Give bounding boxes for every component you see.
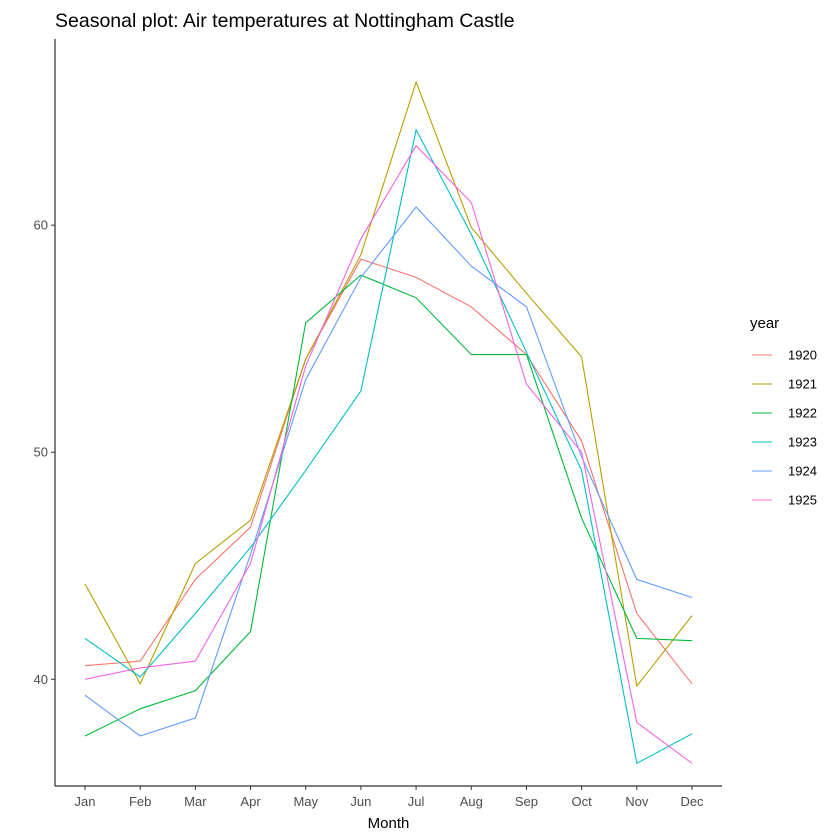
legend-items: 1920 1921 1922 1923 1924 1925 bbox=[752, 348, 817, 508]
x-tick-label: Oct bbox=[572, 794, 593, 809]
y-tick-label: 60 bbox=[34, 218, 48, 233]
y-tick-label: 40 bbox=[34, 672, 48, 687]
legend-label: 1922 bbox=[788, 406, 817, 421]
legend-item: 1924 bbox=[752, 464, 817, 479]
legend-label: 1920 bbox=[788, 348, 817, 363]
series-line-1921 bbox=[84, 80, 693, 688]
x-tick-label: Sep bbox=[515, 794, 538, 809]
x-tick-label: Jun bbox=[350, 794, 371, 809]
plot-area: 40 50 60 Jan Feb Mar Apr May Jun Jul Aug Sep Oct Nov… bbox=[34, 39, 722, 809]
chart-title: Seasonal plot: Air temperatures at Notti… bbox=[55, 10, 515, 32]
legend-item: 1923 bbox=[752, 435, 817, 450]
legend-label: 1921 bbox=[788, 377, 817, 392]
x-tick-label: Dec bbox=[680, 794, 704, 809]
legend-item: 1920 bbox=[752, 348, 817, 363]
x-axis-title: Month bbox=[368, 815, 410, 832]
x-tick-label: Jul bbox=[408, 794, 425, 809]
series-layer bbox=[84, 80, 693, 765]
legend-label: 1925 bbox=[788, 493, 817, 508]
legend-label: 1923 bbox=[788, 435, 817, 450]
legend-label: 1924 bbox=[788, 464, 817, 479]
series-line-1924 bbox=[84, 206, 693, 737]
legend: year 1920 1921 1922 1923 1924 1925 bbox=[750, 315, 817, 508]
series-line-1922 bbox=[84, 274, 693, 737]
x-tick-label: Feb bbox=[129, 794, 151, 809]
x-axis-ticks: Jan Feb Mar Apr May Jun Jul Aug Sep Oct Nov Dec bbox=[75, 786, 704, 809]
series-line-1923 bbox=[84, 128, 693, 765]
y-axis-ticks: 40 50 60 bbox=[34, 218, 55, 687]
x-tick-label: Jan bbox=[75, 794, 96, 809]
legend-item: 1921 bbox=[752, 377, 817, 392]
x-tick-label: Mar bbox=[184, 794, 207, 809]
x-tick-label: May bbox=[293, 794, 318, 809]
legend-item: 1922 bbox=[752, 406, 817, 421]
x-tick-label: Apr bbox=[240, 794, 261, 809]
x-tick-label: Nov bbox=[625, 794, 649, 809]
y-tick-label: 50 bbox=[34, 445, 48, 460]
legend-item: 1925 bbox=[752, 493, 817, 508]
series-line-1920 bbox=[84, 258, 693, 685]
x-tick-label: Aug bbox=[460, 794, 483, 809]
series-line-1925 bbox=[84, 144, 693, 764]
legend-title: year bbox=[750, 315, 779, 332]
